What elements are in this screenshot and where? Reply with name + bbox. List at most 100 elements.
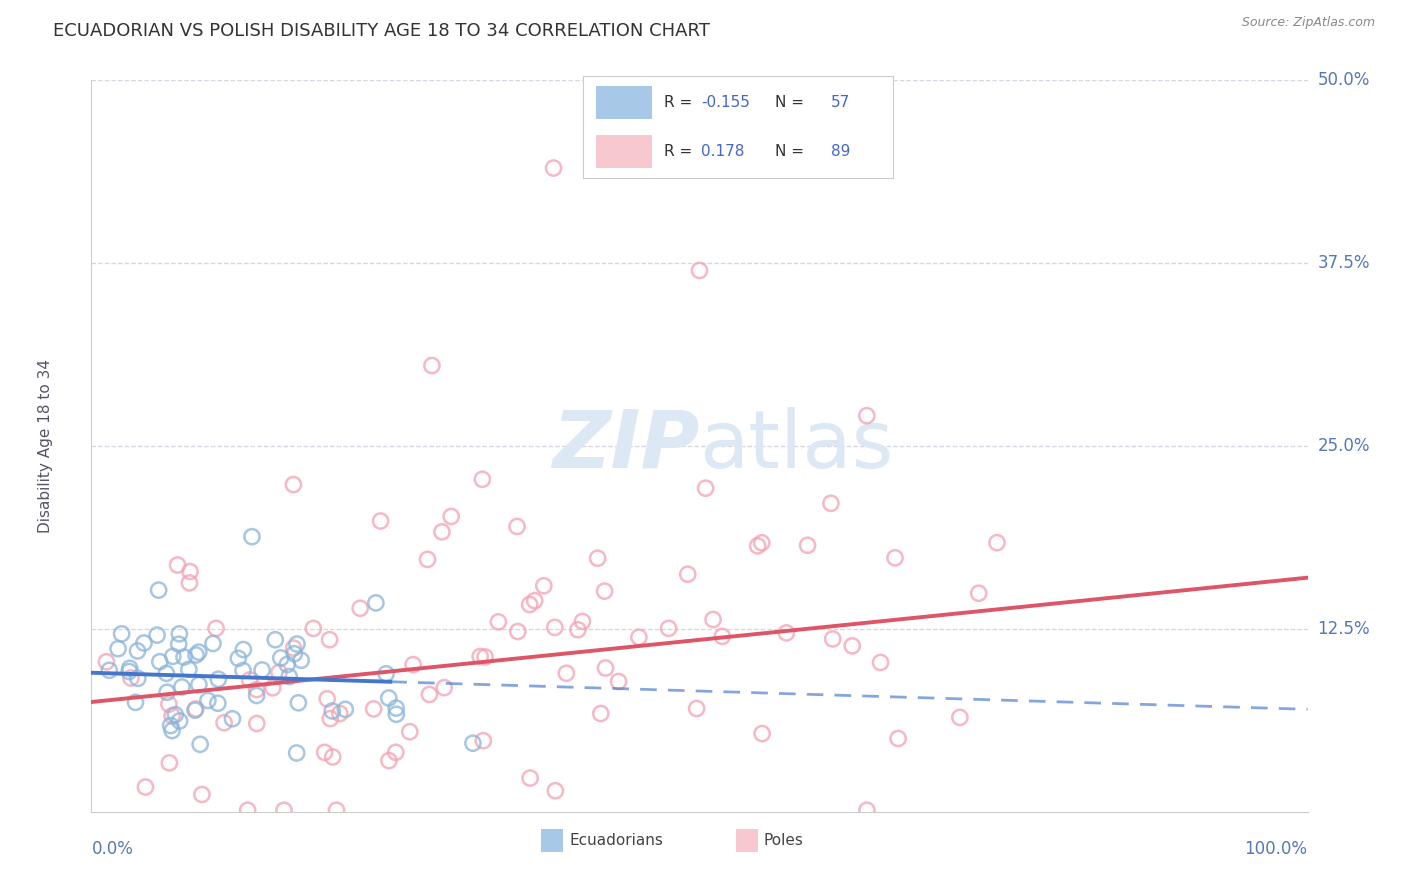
Point xyxy=(283,647,305,661)
Point xyxy=(775,626,797,640)
Point xyxy=(132,636,155,650)
Point xyxy=(385,707,408,722)
Point xyxy=(567,623,589,637)
Point xyxy=(262,681,284,695)
Text: 0.0%: 0.0% xyxy=(91,839,134,857)
Point xyxy=(205,621,228,635)
Text: Disability Age 18 to 34: Disability Age 18 to 34 xyxy=(38,359,52,533)
Point xyxy=(887,731,910,746)
Point xyxy=(471,472,494,486)
Text: 50.0%: 50.0% xyxy=(1317,71,1369,89)
Point xyxy=(402,657,425,672)
Point xyxy=(820,496,842,510)
Point xyxy=(207,696,229,710)
Point xyxy=(555,666,578,681)
Point xyxy=(276,657,298,672)
Point xyxy=(416,552,439,566)
Text: N =: N = xyxy=(775,95,808,110)
Point xyxy=(506,519,529,533)
Point xyxy=(676,567,699,582)
Point xyxy=(111,627,134,641)
Point xyxy=(120,671,142,685)
Point xyxy=(751,536,773,550)
Point xyxy=(433,681,456,695)
Bar xyxy=(596,136,651,168)
Point xyxy=(869,656,891,670)
Point xyxy=(841,639,863,653)
Point xyxy=(506,624,529,639)
Text: Ecuadorians: Ecuadorians xyxy=(569,833,664,847)
Point xyxy=(322,750,344,764)
Text: R =: R = xyxy=(664,95,697,110)
Point xyxy=(184,703,207,717)
Text: Source: ZipAtlas.com: Source: ZipAtlas.com xyxy=(1241,16,1375,29)
Point xyxy=(349,601,371,615)
Point xyxy=(855,409,877,423)
Point xyxy=(685,701,707,715)
Point xyxy=(544,783,567,797)
Point xyxy=(287,696,309,710)
Point xyxy=(239,673,262,687)
Text: 100.0%: 100.0% xyxy=(1244,839,1308,857)
Point xyxy=(418,688,440,702)
Point xyxy=(240,530,263,544)
Text: 0.178: 0.178 xyxy=(702,145,744,160)
Point xyxy=(207,672,229,686)
Point xyxy=(325,803,347,817)
Point xyxy=(321,704,343,718)
Point xyxy=(179,565,201,579)
Point xyxy=(571,615,593,629)
Point xyxy=(314,745,336,759)
Point xyxy=(519,771,541,785)
Point xyxy=(688,263,710,277)
Point xyxy=(187,678,209,692)
Point xyxy=(246,682,269,697)
Point xyxy=(236,803,259,817)
Point xyxy=(160,708,183,723)
Point xyxy=(278,669,301,683)
Point xyxy=(486,615,509,629)
Point xyxy=(267,665,290,680)
Bar xyxy=(541,829,564,852)
Point xyxy=(821,632,844,646)
Point xyxy=(747,539,769,553)
Point xyxy=(146,628,169,642)
Text: 57: 57 xyxy=(831,95,851,110)
Point xyxy=(167,637,190,651)
Text: -0.155: -0.155 xyxy=(702,95,749,110)
Point xyxy=(127,671,149,685)
Point xyxy=(316,691,339,706)
Point xyxy=(472,733,495,747)
Point xyxy=(165,707,187,722)
Point xyxy=(319,712,342,726)
Point xyxy=(283,641,305,656)
Point xyxy=(232,664,254,678)
Point xyxy=(711,629,734,643)
Point xyxy=(363,702,385,716)
Text: R =: R = xyxy=(664,145,697,160)
Point xyxy=(157,756,180,770)
Point xyxy=(166,558,188,572)
Point xyxy=(221,712,243,726)
Point xyxy=(173,650,195,665)
Point xyxy=(118,661,141,675)
Point xyxy=(430,524,453,539)
Point xyxy=(246,716,269,731)
Point xyxy=(246,689,269,703)
Point xyxy=(533,579,555,593)
Point xyxy=(285,637,308,651)
Point xyxy=(179,575,201,590)
Point xyxy=(170,680,193,694)
Point xyxy=(197,693,219,707)
Point xyxy=(302,621,325,635)
Bar xyxy=(735,829,758,852)
Point xyxy=(98,663,121,677)
Text: N =: N = xyxy=(775,145,808,160)
Text: ZIP: ZIP xyxy=(553,407,699,485)
Point xyxy=(162,649,184,664)
Point xyxy=(159,718,181,732)
Point xyxy=(543,161,565,175)
Text: atlas: atlas xyxy=(699,407,894,485)
Point xyxy=(474,650,496,665)
Point xyxy=(589,706,612,721)
